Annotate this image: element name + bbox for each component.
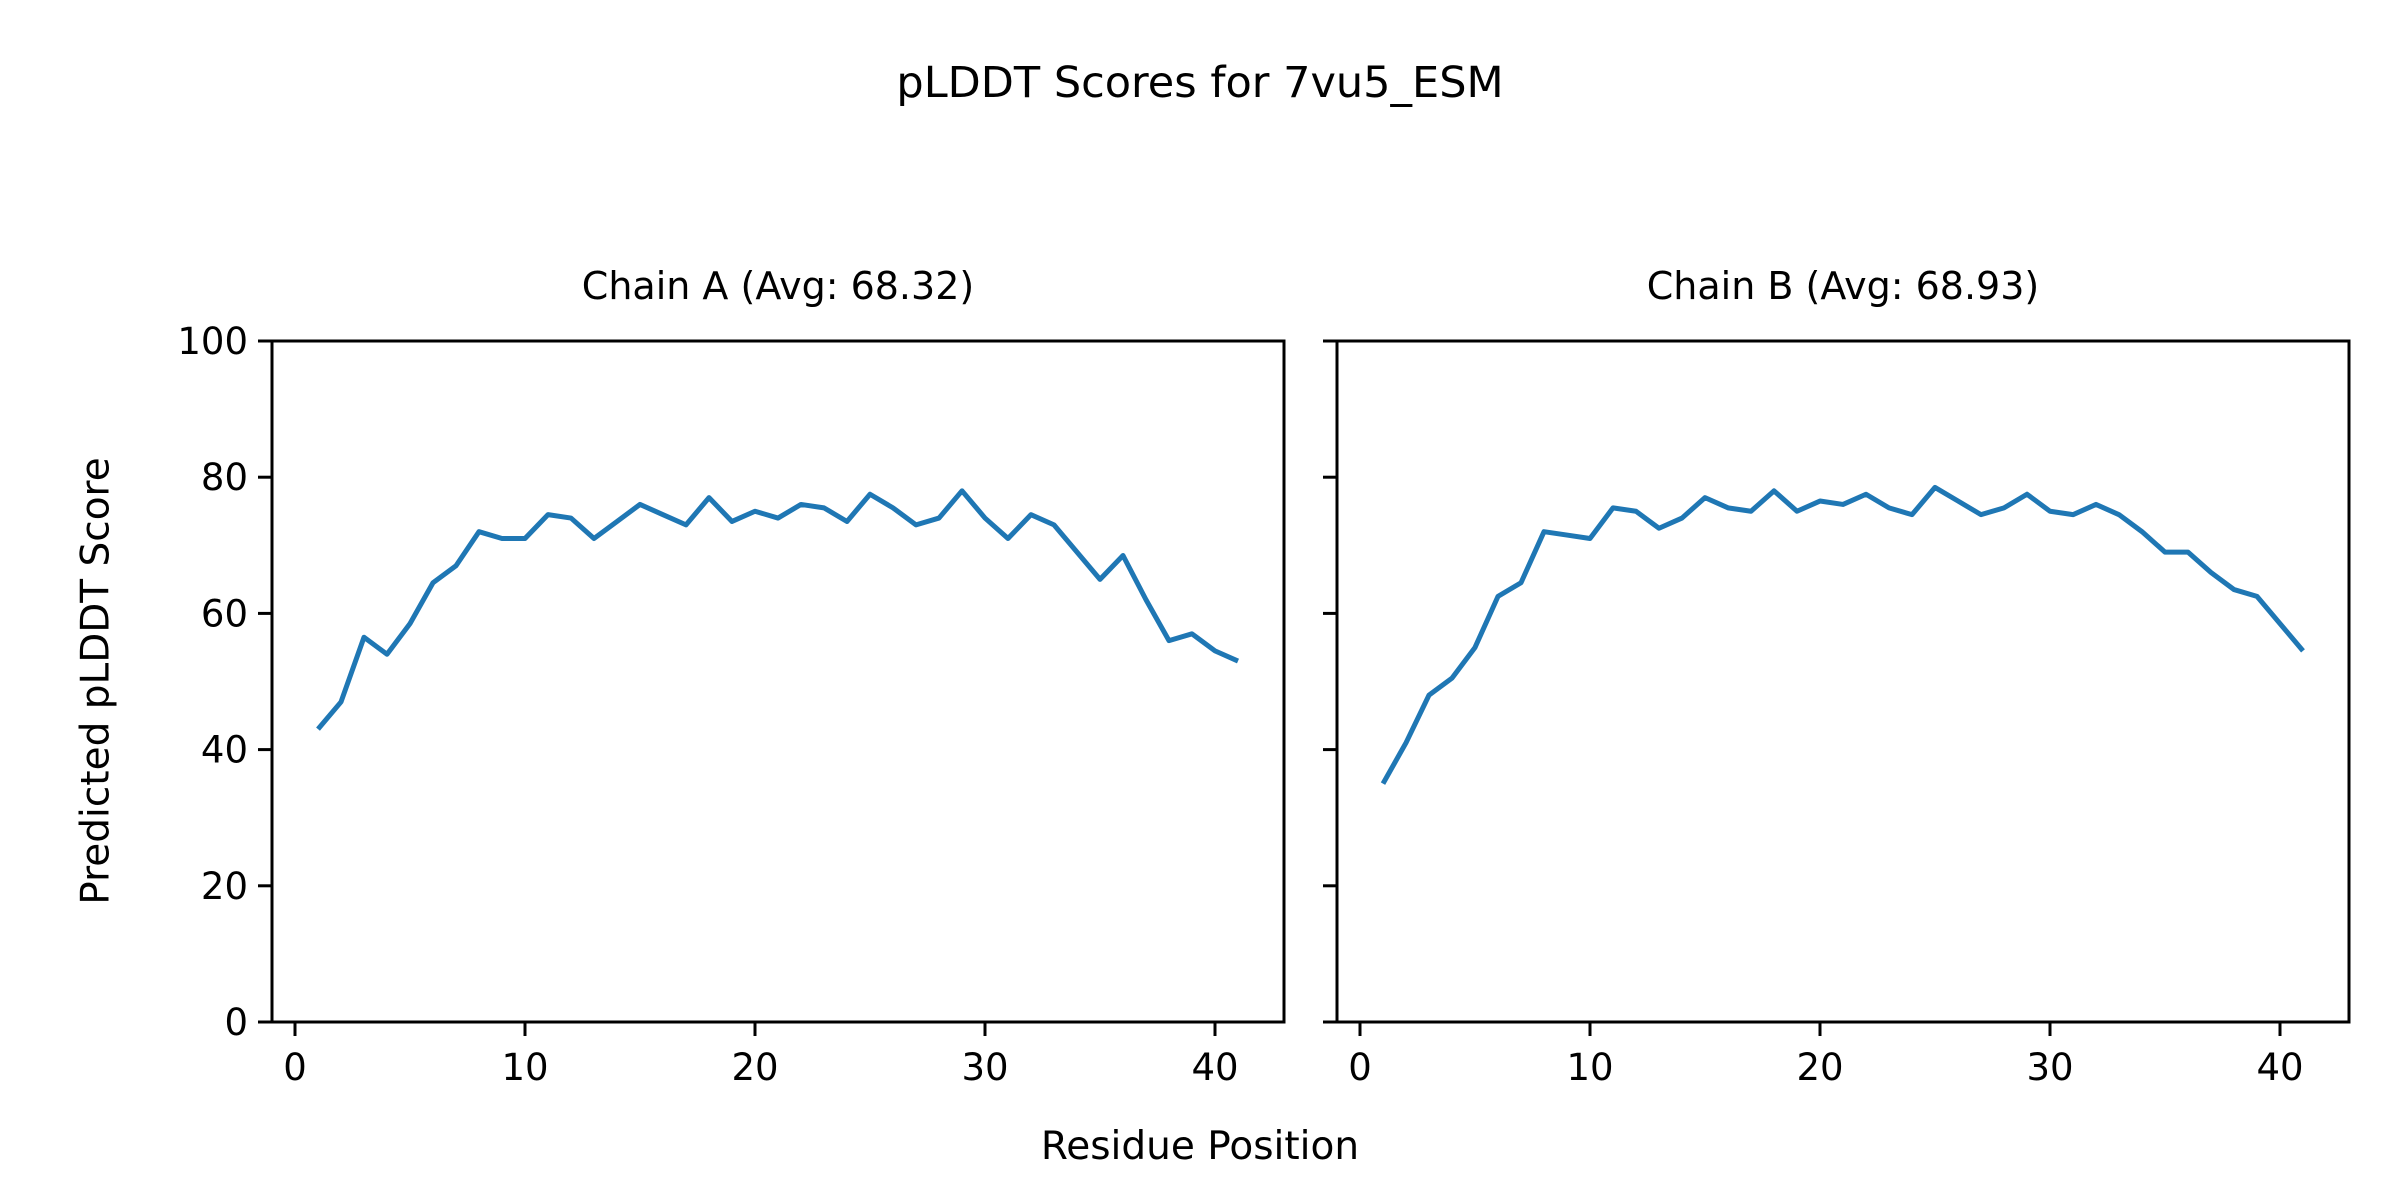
x-axis-label: Residue Position [1040, 1124, 1360, 1169]
x-tick-label-chain-b: 30 [2026, 1046, 2073, 1089]
subplot-title-chain-a: Chain A (Avg: 68.32) [581, 264, 975, 308]
x-tick-label-chain-b: 40 [2256, 1046, 2303, 1089]
x-tick-label-chain-a: 0 [283, 1046, 307, 1089]
figure-title: pLDDT Scores for 7vu5_ESM [896, 58, 1504, 108]
x-tick-label-chain-b: 20 [1796, 1046, 1843, 1089]
x-tick-label-chain-a: 40 [1191, 1046, 1238, 1089]
plddt-line-chain-b [1380, 484, 2305, 785]
y-tick-label-chain-a: 100 [177, 320, 248, 363]
x-tick-label-chain-a: 10 [501, 1046, 548, 1089]
y-tick-label-chain-a: 20 [201, 865, 248, 908]
x-tick-label-chain-a: 20 [731, 1046, 778, 1089]
y-tick-label-chain-a: 0 [224, 1001, 248, 1044]
subplot-title-chain-b: Chain B (Avg: 68.93) [1646, 264, 2040, 308]
x-tick-label-chain-b: 0 [1348, 1046, 1372, 1089]
y-tick-label-chain-a: 40 [201, 729, 248, 772]
x-tick-label-chain-a: 30 [961, 1046, 1008, 1089]
plddt-line-chain-a [316, 488, 1240, 731]
x-tick-label-chain-b: 10 [1566, 1046, 1613, 1089]
axes-frame-chain-b [1335, 339, 2351, 1024]
y-tick-label-chain-a: 60 [201, 592, 248, 635]
y-tick-label-chain-a: 80 [201, 456, 248, 499]
axes-frame-chain-a [270, 339, 1286, 1024]
